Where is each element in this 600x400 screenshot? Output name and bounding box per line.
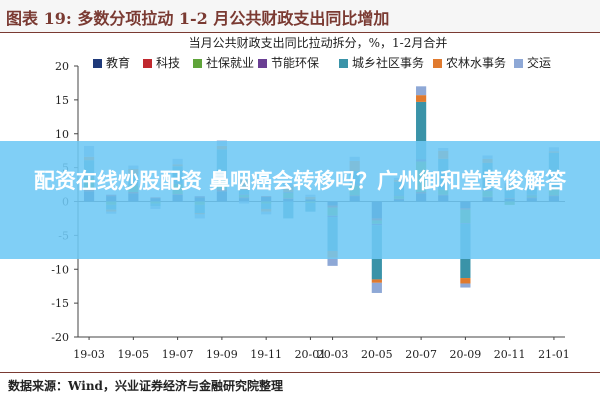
- y-tick-label: -20: [51, 331, 69, 344]
- legend-label: 农林水事务: [446, 55, 506, 70]
- y-tick-label: 15: [55, 94, 69, 107]
- x-tick-label: 20-01: [295, 348, 327, 361]
- legend-swatch: [258, 59, 267, 68]
- legend-swatch: [339, 59, 348, 68]
- legend-swatch: [433, 59, 442, 68]
- bar-segment: [416, 95, 427, 102]
- legend-swatch: [514, 59, 523, 68]
- legend-label: 教育: [106, 55, 130, 70]
- x-tick-label: 20-11: [494, 348, 526, 361]
- footer-divider: [0, 372, 600, 373]
- y-tick-label: 20: [55, 60, 69, 73]
- bar-segment: [371, 279, 382, 283]
- x-tick-label: 20-05: [361, 348, 393, 361]
- x-tick-label: 19-09: [206, 348, 238, 361]
- source-note: 数据来源：Wind，兴业证券经济与金融研究院整理: [8, 379, 283, 393]
- x-tick-label: 21-01: [538, 348, 570, 361]
- figure-title: 图表 19: 多数分项拉动 1-2 月公共财政支出同比增加: [6, 9, 390, 28]
- bar-segment: [327, 257, 338, 266]
- y-tick-label: -10: [51, 263, 69, 276]
- bar-segment: [460, 278, 471, 284]
- overlay-banner: 配资在线炒股配资 鼻咽癌会转移吗？广州御和堂黄俊解答: [0, 141, 600, 259]
- x-tick-label: 20-03: [317, 348, 349, 361]
- x-tick-label: 19-03: [73, 348, 105, 361]
- x-tick-label: 19-07: [162, 348, 194, 361]
- chart-title: 当月公共财政支出同比拉动拆分，%，1-2月合并: [189, 35, 448, 50]
- legend-label: 节能环保: [271, 56, 319, 70]
- legend-label: 交运: [527, 55, 551, 70]
- legend-label: 社保就业: [206, 55, 254, 70]
- chart-legend: 教育 科技 社保就业 节能环保 城乡社区事务 农林水事务 交运: [93, 55, 551, 70]
- legend-swatch: [93, 59, 102, 68]
- legend-label: 城乡社区事务: [352, 55, 424, 70]
- bar-segment: [460, 283, 471, 288]
- figure-header: 图表 19: 多数分项拉动 1-2 月公共财政支出同比增加: [0, 0, 600, 33]
- legend-swatch: [143, 59, 152, 68]
- overlay-text: 配资在线炒股配资 鼻咽癌会转移吗？广州御和堂黄俊解答: [33, 169, 567, 193]
- x-tick-label: 20-09: [450, 348, 482, 361]
- y-tick-label: 10: [55, 128, 69, 141]
- bar-segment: [371, 282, 382, 293]
- x-tick-label: 19-05: [117, 348, 149, 361]
- legend-label: 科技: [156, 56, 180, 70]
- bar-segment: [416, 101, 427, 160]
- bar-segment: [416, 86, 427, 96]
- x-tick-label: 20-07: [405, 348, 437, 361]
- legend-swatch: [193, 59, 202, 68]
- y-tick-label: -15: [51, 297, 69, 310]
- x-tick-label: 19-11: [250, 348, 282, 361]
